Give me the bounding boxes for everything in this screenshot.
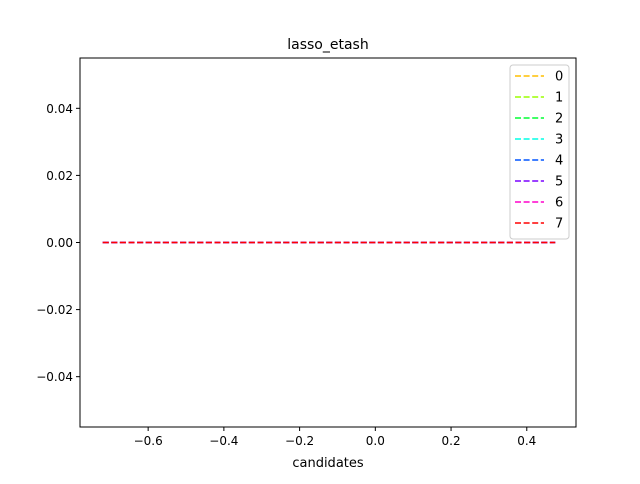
x-tick-label: −0.4 (209, 434, 238, 448)
y-tick-label: −0.02 (36, 303, 73, 317)
chart-title: lasso_etash (287, 37, 368, 53)
legend-label-3: 3 (555, 133, 563, 148)
x-tick-label: −0.6 (134, 434, 163, 448)
y-tick-label: 0.04 (46, 102, 73, 116)
y-tick-label: 0.00 (46, 236, 73, 250)
x-axis-label: candidates (292, 456, 364, 471)
legend-label-5: 5 (555, 175, 563, 190)
legend: 0 1 2 3 4 5 6 7 (509, 64, 570, 240)
x-tick-label: 0.0 (366, 434, 385, 448)
y-tick-label: −0.04 (36, 370, 73, 384)
axes-layer: −0.6 −0.4 −0.2 0.0 0.2 0.4 0.04 0.02 0.00 −0.02 −0… (36, 102, 536, 448)
legend-label-1: 1 (555, 91, 563, 106)
legend-label-7: 7 (555, 217, 563, 232)
legend-label-0: 0 (555, 70, 563, 85)
legend-label-4: 4 (555, 154, 563, 169)
legend-label-6: 6 (555, 196, 563, 211)
x-tick-label: 0.2 (442, 434, 461, 448)
y-tick-label: 0.02 (46, 169, 73, 183)
plot-frame (79, 57, 577, 428)
x-tick-label: 0.4 (517, 434, 536, 448)
legend-box (509, 64, 570, 240)
legend-label-2: 2 (555, 112, 563, 127)
x-tick-label: −0.2 (285, 434, 314, 448)
